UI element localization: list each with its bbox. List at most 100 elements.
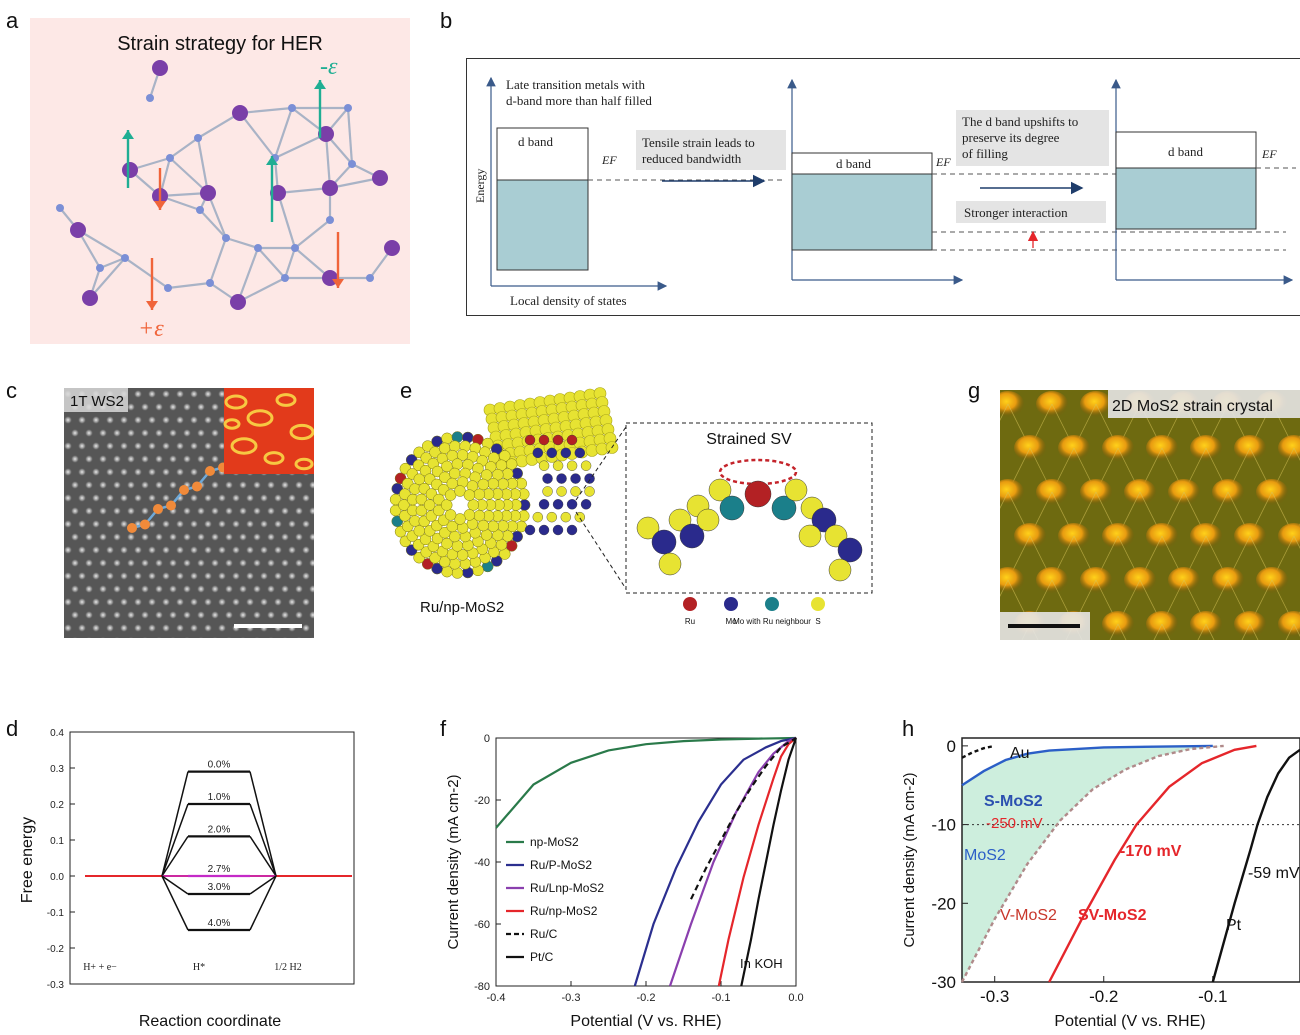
atom-column (64, 442, 72, 450)
stronger-note: Stronger interaction (964, 205, 1068, 220)
atom-column (120, 624, 128, 632)
atom-column (162, 390, 170, 398)
chain-atom (166, 501, 176, 511)
atom-column (64, 546, 72, 554)
nanotube-model (390, 388, 618, 579)
panel-a: Strain strategy for HER -ε +ε (30, 18, 410, 344)
atom-column (211, 403, 219, 411)
state-label: H+ + e− (83, 962, 117, 973)
atom-column (162, 442, 170, 450)
y-tick-label: 0 (484, 733, 490, 745)
atom-column (127, 455, 135, 463)
atom-column (302, 494, 310, 502)
atom-column (141, 533, 149, 541)
atom-column (85, 585, 93, 593)
atom-column (92, 572, 100, 580)
large-atom (322, 180, 338, 196)
atom-column (169, 585, 177, 593)
large-atom (70, 222, 86, 238)
atom-column (141, 481, 149, 489)
atom-column (225, 507, 233, 515)
atom-column (218, 572, 226, 580)
atom-column (64, 494, 72, 502)
small-atom (222, 234, 230, 242)
y-tick-label: 0 (947, 737, 956, 756)
atom-column (211, 559, 219, 567)
chain-atom (140, 520, 150, 530)
tube-atom (567, 435, 577, 445)
atom-column (295, 559, 303, 567)
atom-column (120, 416, 128, 424)
y-tick-label: -0.2 (47, 944, 65, 955)
chain-atom (205, 466, 215, 476)
x-tick-label: -0.3 (980, 987, 1009, 1006)
late-tm-line1: Late transition metals with (506, 77, 645, 92)
large-atom (82, 290, 98, 306)
atom-column (113, 559, 121, 567)
atom-column (176, 390, 184, 398)
atom-column (92, 416, 100, 424)
atom-column (141, 403, 149, 411)
disc-atom (464, 490, 475, 501)
atom-column (190, 416, 198, 424)
chart-d-xlabel: Reaction coordinate (139, 1013, 281, 1030)
series-line (496, 738, 796, 828)
fermi-label-3: EF (1261, 147, 1277, 161)
atom-column (197, 559, 205, 567)
atom-column (204, 494, 212, 502)
atom-column (134, 390, 142, 398)
dos-axis-label: Local density of states (510, 293, 627, 308)
atom-column (78, 572, 86, 580)
atom-column (134, 468, 142, 476)
disc-atom (449, 468, 460, 479)
atom-column (176, 546, 184, 554)
atom-column (92, 598, 100, 606)
atom-column (71, 507, 79, 515)
atom-column (92, 546, 100, 554)
small-atom (166, 154, 174, 162)
atom-column (71, 559, 79, 567)
atom-column (162, 468, 170, 476)
atom-column (99, 507, 107, 515)
atom-column (218, 624, 226, 632)
ru-mos2-structure: Strained SV Ru Mo Mo with Ru neighbour S… (380, 380, 880, 640)
legend-dot-ru (683, 597, 697, 611)
label-250mv: -250 mV (986, 815, 1043, 832)
chart-h-ylabel: Current density (mA cm-2) (901, 772, 918, 947)
atom-column (120, 468, 128, 476)
atom-column (71, 533, 79, 541)
atom-column (162, 520, 170, 528)
disc-atom (498, 479, 509, 490)
tube-atom (533, 448, 543, 458)
chart-f-legend: np-MoS2Ru/P-MoS2Ru/Lnp-MoS2Ru/np-MoS2Ru/… (506, 835, 604, 964)
atom-column (85, 559, 93, 567)
atom-column (197, 455, 205, 463)
level-connector (162, 772, 188, 876)
positive-strain-label: +ε (138, 316, 164, 342)
atom-column (127, 429, 135, 437)
atom-column (78, 598, 86, 606)
level-label: 4.0% (208, 918, 231, 929)
disc-atom (468, 500, 479, 511)
y-tick-label: -0.3 (47, 980, 65, 991)
atom-column (246, 572, 254, 580)
d-band-filled-3 (1116, 168, 1256, 229)
arch-atom (838, 538, 862, 562)
tube-atom (557, 486, 567, 496)
tube-atom (575, 512, 585, 522)
atom-column (106, 546, 114, 554)
atom-column (162, 624, 170, 632)
atom-column (197, 611, 205, 619)
level-connector (250, 836, 276, 876)
atom-column (218, 494, 226, 502)
disc-atom (474, 489, 485, 500)
atom-column (148, 546, 156, 554)
atom-column (141, 507, 149, 515)
legend-dot-mo (724, 597, 738, 611)
atom-column (239, 611, 247, 619)
arch-atom (799, 525, 821, 547)
atom-column (204, 572, 212, 580)
